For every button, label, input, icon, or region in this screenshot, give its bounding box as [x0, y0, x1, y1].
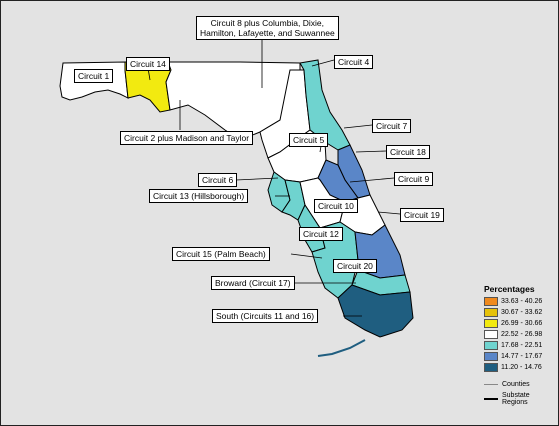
label-circuit-20: Circuit 20 — [333, 259, 377, 273]
label-broward-text: Broward (Circuit 17) — [215, 278, 291, 288]
label-circuit-14: Circuit 14 — [126, 57, 170, 71]
label-circuit-4-text: Circuit 4 — [338, 57, 370, 67]
label-circuit-9: Circuit 9 — [394, 172, 434, 186]
legend-swatch-0 — [484, 297, 498, 306]
legend-swatch-5 — [484, 352, 498, 361]
label-circuit-6-text: Circuit 6 — [202, 175, 234, 185]
label-circuit-13: Circuit 13 (Hillsborough) — [149, 189, 249, 203]
label-circuit-14-text: Circuit 14 — [130, 59, 166, 69]
region-circuit-11-16 — [337, 284, 414, 338]
label-circuit-13-text: Circuit 13 (Hillsborough) — [153, 191, 245, 201]
label-circuit-8-text: Circuit 8 plus Columbia, Dixie, Hamilton… — [200, 18, 335, 38]
label-circuit-5: Circuit 5 — [289, 133, 329, 147]
legend-row-0: 33.63 - 40.26 — [484, 296, 554, 307]
label-circuit-4: Circuit 4 — [334, 55, 374, 69]
label-circuit-6: Circuit 6 — [198, 173, 238, 187]
legend-counties-line — [484, 384, 498, 385]
legend-swatch-3 — [484, 330, 498, 339]
legend-swatch-1 — [484, 308, 498, 317]
legend-row-6: 11.20 - 14.76 — [484, 362, 554, 373]
legend-swatch-2 — [484, 319, 498, 328]
legend-substate-row: Substate Regions — [484, 392, 554, 406]
legend-label-0: 33.63 - 40.26 — [501, 298, 543, 305]
legend-row-2: 26.99 - 30.66 — [484, 318, 554, 329]
label-circuit-7-text: Circuit 7 — [376, 121, 408, 131]
legend-substate-label: Substate Regions — [502, 392, 530, 406]
legend-title: Percentages — [484, 284, 535, 294]
legend-row-5: 14.77 - 17.67 — [484, 351, 554, 362]
label-circuit-18-text: Circuit 18 — [390, 147, 426, 157]
label-circuit-10-text: Circuit 10 — [318, 201, 354, 211]
label-circuit-15: Circuit 15 (Palm Beach) — [172, 247, 270, 261]
label-circuit-19-text: Circuit 19 — [404, 210, 440, 220]
label-circuit-2-text: Circuit 2 plus Madison and Taylor — [124, 133, 250, 143]
legend-row-1: 30.67 - 33.62 — [484, 307, 554, 318]
label-circuit-1: Circuit 1 — [74, 69, 114, 83]
label-south-text: South (Circuits 11 and 16) — [216, 311, 315, 321]
label-circuit-1-text: Circuit 1 — [78, 71, 110, 81]
label-circuit-19: Circuit 19 — [400, 208, 444, 222]
florida-keys — [317, 339, 366, 357]
legend-swatch-4 — [484, 341, 498, 350]
legend: Percentages 33.63 - 40.26 30.67 - 33.62 … — [484, 284, 554, 406]
legend-counties-label: Counties — [502, 381, 530, 388]
legend-label-1: 30.67 - 33.62 — [501, 309, 543, 316]
label-broward: Broward (Circuit 17) — [211, 276, 295, 290]
legend-row-3: 22.52 - 26.98 — [484, 329, 554, 340]
legend-swatch-6 — [484, 363, 498, 372]
label-circuit-2: Circuit 2 plus Madison and Taylor — [120, 131, 254, 145]
label-circuit-12-text: Circuit 12 — [303, 229, 339, 239]
legend-counties-row: Counties — [484, 381, 554, 388]
label-circuit-15-text: Circuit 15 (Palm Beach) — [176, 249, 266, 259]
legend-label-4: 17.68 - 22.51 — [501, 342, 543, 349]
legend-label-3: 22.52 - 26.98 — [501, 331, 543, 338]
legend-substate-line — [484, 398, 498, 400]
label-circuit-8: Circuit 8 plus Columbia, Dixie, Hamilton… — [196, 16, 339, 40]
label-circuit-7: Circuit 7 — [372, 119, 412, 133]
label-circuit-5-text: Circuit 5 — [293, 135, 325, 145]
legend-label-5: 14.77 - 17.67 — [501, 353, 543, 360]
legend-label-6: 11.20 - 14.76 — [501, 364, 542, 371]
label-circuit-18: Circuit 18 — [386, 145, 430, 159]
label-circuit-12: Circuit 12 — [299, 227, 343, 241]
label-circuit-10: Circuit 10 — [314, 199, 358, 213]
label-south: South (Circuits 11 and 16) — [212, 309, 319, 323]
label-circuit-20-text: Circuit 20 — [337, 261, 373, 271]
legend-label-2: 26.99 - 30.66 — [501, 320, 543, 327]
legend-row-4: 17.68 - 22.51 — [484, 340, 554, 351]
label-circuit-9-text: Circuit 9 — [398, 174, 430, 184]
